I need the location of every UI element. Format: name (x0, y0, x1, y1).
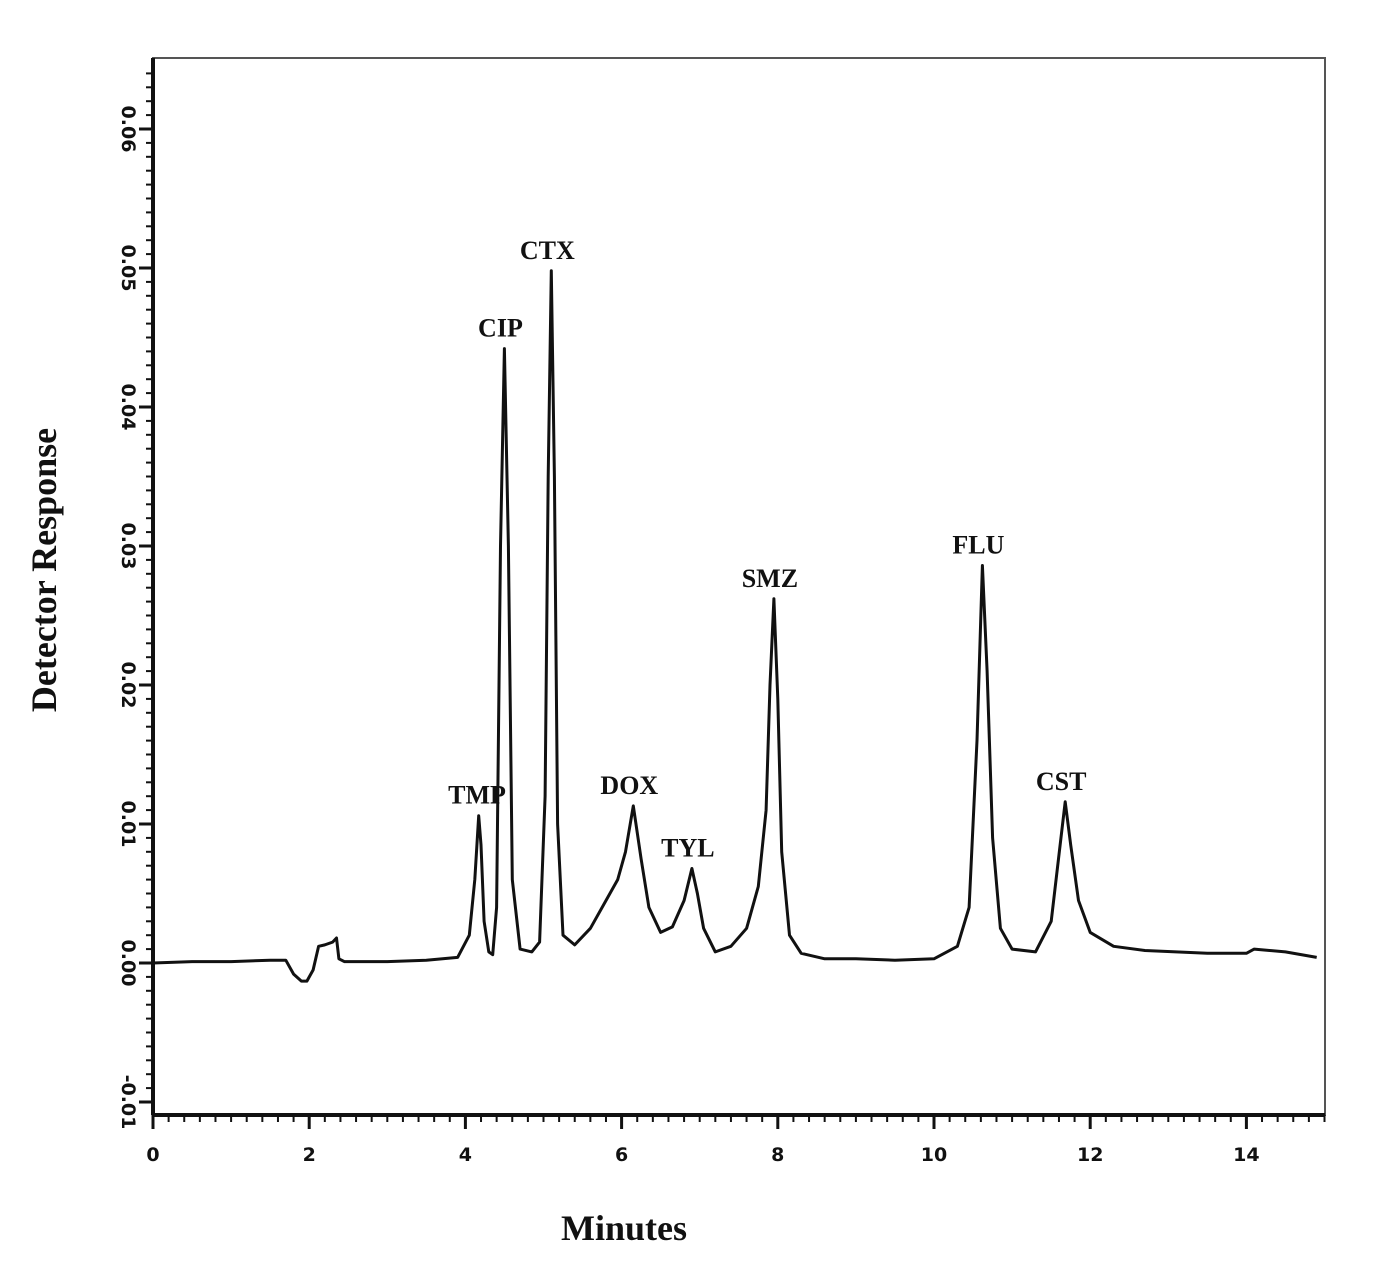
x-tick-label: 2 (303, 1144, 316, 1166)
x-tick-label: 6 (615, 1144, 628, 1166)
peak-label-smz: SMZ (742, 564, 798, 593)
chromatogram-trace (152, 269, 1317, 983)
peak-label-cip: CIP (478, 314, 523, 343)
peak-label-dox: DOX (600, 771, 658, 800)
y-tick-label: 0.03 (117, 523, 139, 570)
peak-label-cst: CST (1036, 767, 1087, 796)
peak-labels: TMP CIP CTX DOX TYL SMZ FLU CST (448, 236, 1086, 863)
y-tick-label: 0.02 (117, 662, 139, 709)
plot-frame (152, 57, 1326, 1116)
x-axis-title: Minutes (561, 1208, 687, 1248)
x-tick-label: 4 (459, 1144, 472, 1166)
x-tick-label: 0 (146, 1144, 159, 1166)
y-tick-label: 0.01 (117, 801, 139, 848)
y-tick-label: 0.00 (117, 940, 139, 987)
peak-label-ctx: CTX (520, 236, 575, 265)
axis-tick-labels: 0 2 4 6 8 10 12 14 -0.01 0.00 0.01 0.02 0.03 0.04 0.05… (117, 106, 1260, 1166)
y-tick-label: 0.05 (117, 245, 139, 292)
y-tick-label: 0.04 (117, 384, 139, 431)
peak-label-flu: FLU (952, 530, 1004, 559)
axis-ticks (139, 72, 1326, 1129)
y-axis-title: Detector Response (24, 428, 64, 712)
x-tick-label: 10 (921, 1144, 947, 1166)
x-tick-label: 14 (1233, 1144, 1259, 1166)
peak-label-tyl: TYL (661, 833, 714, 862)
y-tick-label: 0.06 (117, 106, 139, 153)
x-tick-label: 8 (771, 1144, 784, 1166)
y-tick-label: -0.01 (117, 1075, 139, 1130)
peak-label-tmp: TMP (448, 781, 506, 810)
x-tick-label: 12 (1077, 1144, 1103, 1166)
